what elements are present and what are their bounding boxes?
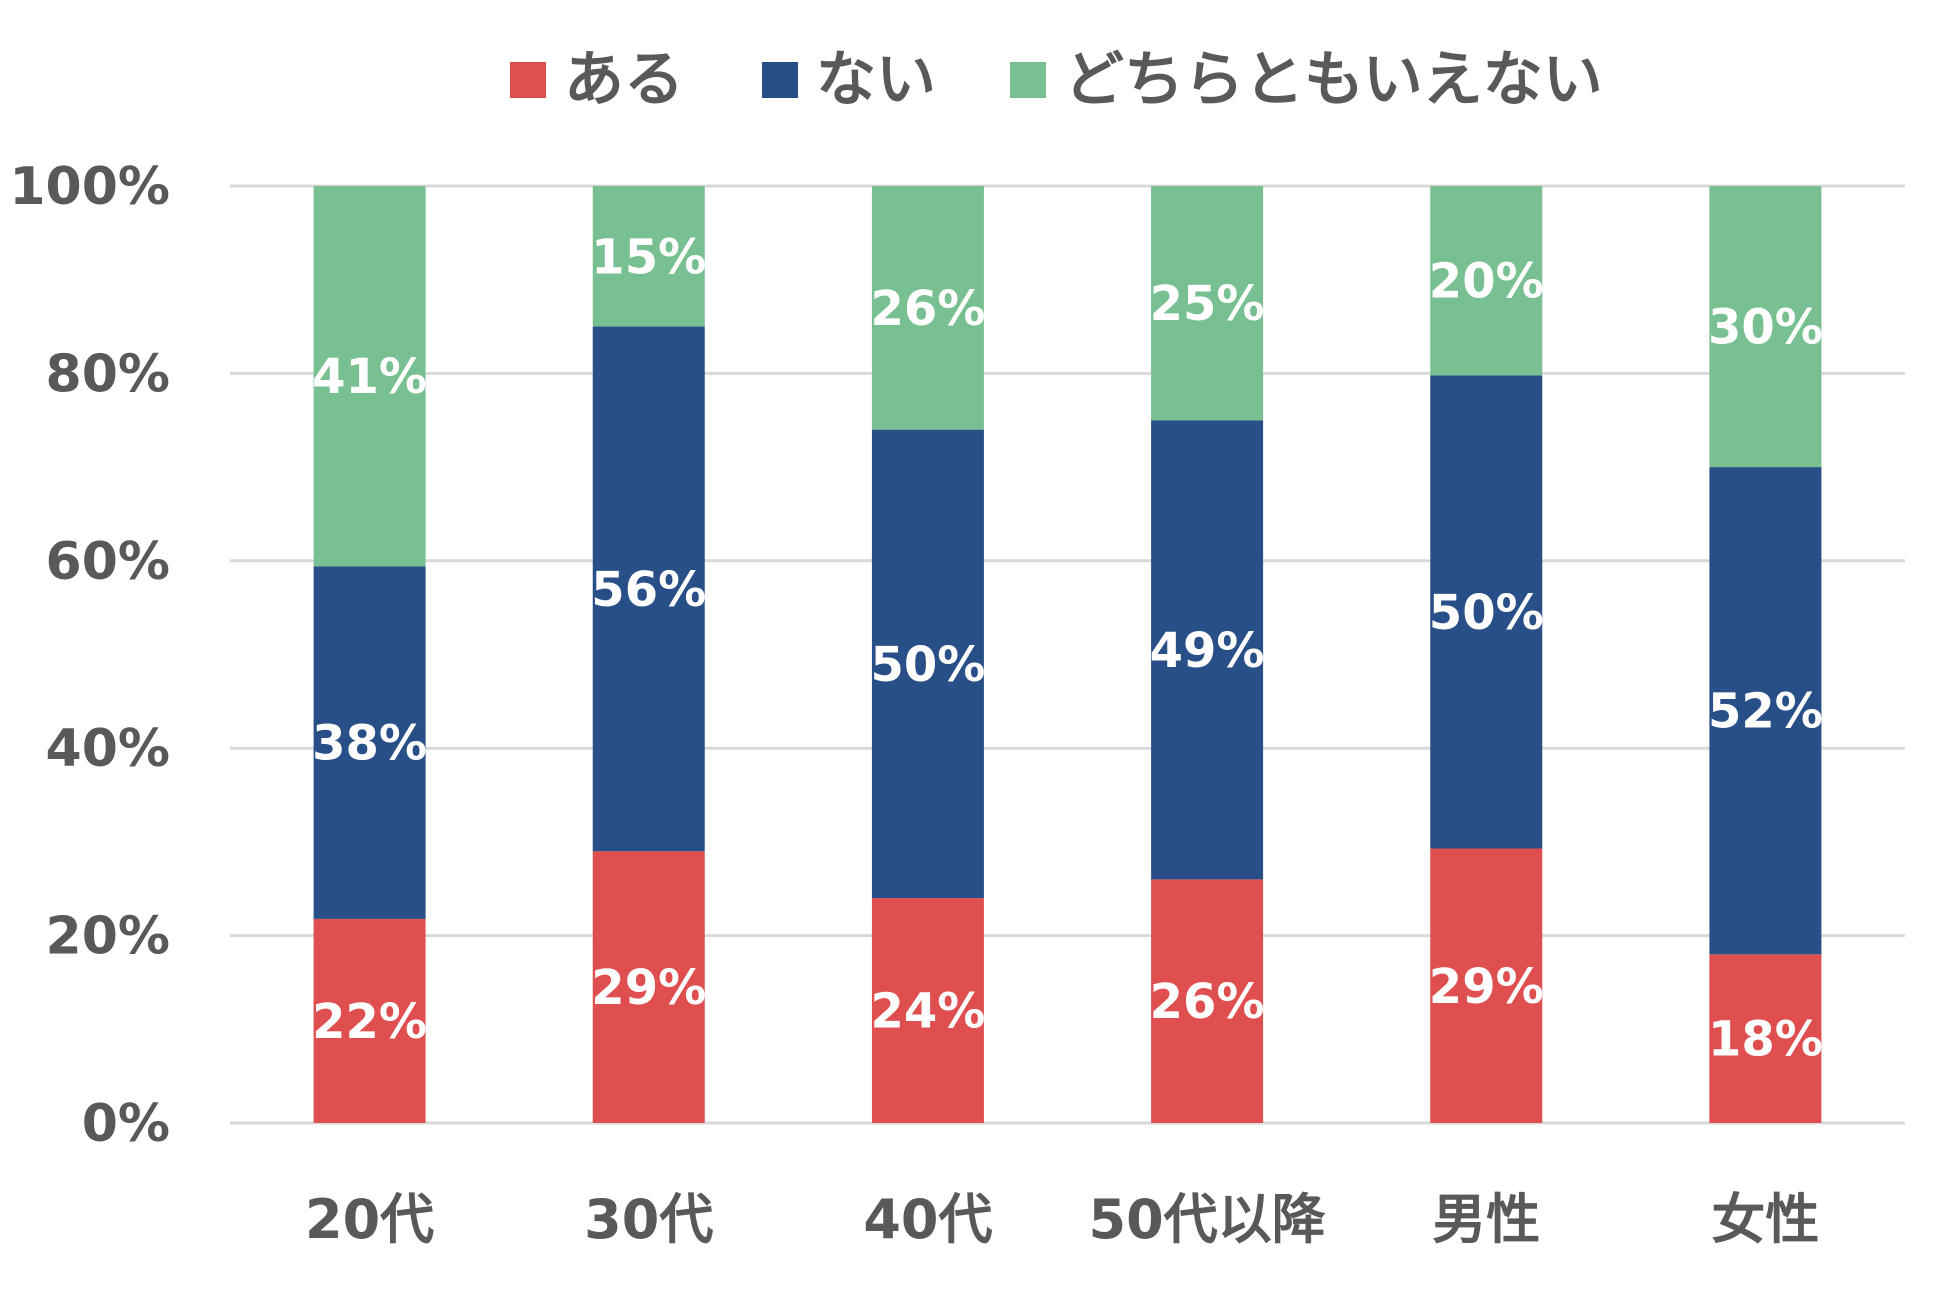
legend-swatch-1 bbox=[762, 62, 798, 98]
data-label-series1-cat3: 49% bbox=[1150, 623, 1265, 679]
gridlines bbox=[230, 184, 1905, 1125]
x-category-label: 30代 bbox=[584, 1188, 713, 1251]
y-tick-label: 80% bbox=[46, 344, 170, 404]
bar-segment-series1-cat1 bbox=[592, 326, 705, 852]
bar-segment-series0-cat3 bbox=[1151, 879, 1264, 1123]
bar-segment-series1-cat4 bbox=[1430, 375, 1543, 849]
legend-label-2: どちらともいえない bbox=[1064, 45, 1603, 115]
bar-segment-series2-cat0 bbox=[313, 186, 426, 567]
data-label-series0-cat3: 26% bbox=[1150, 974, 1265, 1030]
bar-segment-series0-cat5 bbox=[1709, 954, 1822, 1123]
legend-label-0: ある bbox=[564, 45, 684, 115]
legend: ある ない どちらともいえない bbox=[510, 45, 1603, 115]
x-category-label: 40代 bbox=[863, 1188, 992, 1251]
x-category-label: 女性 bbox=[1711, 1188, 1819, 1251]
bar-segment-series2-cat4 bbox=[1430, 186, 1543, 376]
bar-segment-series0-cat2 bbox=[871, 898, 984, 1123]
x-category-label: 50代以降 bbox=[1089, 1188, 1326, 1251]
bar-segment-series0-cat4 bbox=[1430, 848, 1543, 1123]
data-label-series1-cat0: 38% bbox=[312, 716, 427, 772]
legend-swatch-2 bbox=[1010, 62, 1046, 98]
y-axis: 0% 20% 40% 60% 80% 100% bbox=[9, 157, 170, 1154]
data-label-series1-cat4: 50% bbox=[1429, 585, 1544, 641]
bar-segment-series2-cat1 bbox=[592, 186, 705, 327]
data-label-series1-cat5: 52% bbox=[1708, 684, 1823, 740]
data-label-series0-cat1: 29% bbox=[591, 960, 706, 1016]
data-label-series0-cat2: 24% bbox=[870, 984, 985, 1040]
data-label-series0-cat0: 22% bbox=[312, 994, 427, 1050]
x-category-label: 20代 bbox=[305, 1188, 434, 1251]
data-labels: 22% 38% 41% 29% 56% 15% 24% 50% 26% 26% 49% 25% 29% 5… bbox=[312, 229, 1823, 1067]
legend-label-1: ない bbox=[816, 45, 936, 115]
data-label-series2-cat0: 41% bbox=[312, 349, 427, 405]
data-label-series2-cat1: 15% bbox=[591, 229, 706, 285]
data-label-series0-cat5: 18% bbox=[1708, 1012, 1823, 1068]
data-label-series1-cat2: 50% bbox=[870, 637, 985, 693]
data-label-series2-cat5: 30% bbox=[1708, 300, 1823, 356]
y-tick-label: 20% bbox=[46, 907, 170, 967]
data-label-series0-cat4: 29% bbox=[1429, 959, 1544, 1015]
data-label-series1-cat1: 56% bbox=[591, 562, 706, 618]
bar-segment-series0-cat0 bbox=[313, 918, 426, 1123]
x-axis: 20代 30代 40代 50代以降 男性 女性 bbox=[305, 1188, 1819, 1251]
bar-segment-series2-cat5 bbox=[1709, 186, 1822, 468]
data-label-series2-cat3: 25% bbox=[1150, 276, 1265, 332]
x-category-label: 男性 bbox=[1432, 1188, 1540, 1251]
bar-segment-series1-cat2 bbox=[871, 429, 984, 899]
bar-segment-series1-cat3 bbox=[1151, 420, 1264, 880]
bar-segment-series1-cat0 bbox=[313, 566, 426, 919]
bar-segment-series1-cat5 bbox=[1709, 467, 1822, 955]
bar-segment-series0-cat1 bbox=[592, 851, 705, 1123]
y-tick-label: 100% bbox=[9, 157, 170, 217]
y-tick-label: 0% bbox=[82, 1094, 170, 1154]
data-label-series2-cat4: 20% bbox=[1429, 254, 1544, 310]
bars bbox=[313, 186, 1822, 1123]
legend-swatch-0 bbox=[510, 62, 546, 98]
data-label-series2-cat2: 26% bbox=[870, 281, 985, 337]
y-tick-label: 60% bbox=[46, 532, 170, 592]
bar-segment-series2-cat3 bbox=[1151, 186, 1264, 421]
bar-segment-series2-cat2 bbox=[871, 186, 984, 430]
y-tick-label: 40% bbox=[46, 719, 170, 779]
